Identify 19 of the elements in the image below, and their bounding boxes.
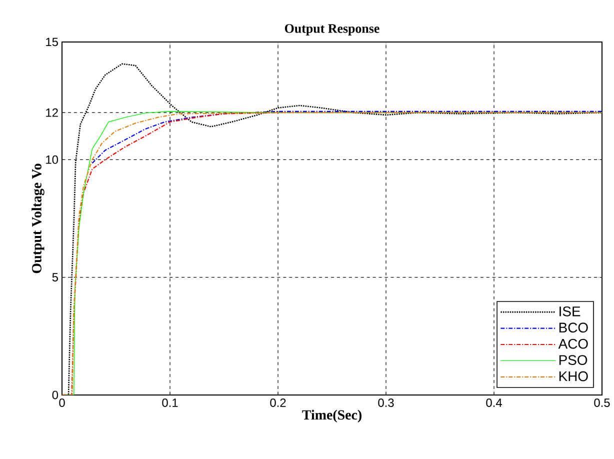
y-axis-title: Output Voltage Vo [32,164,44,274]
legend-label: PSO [559,355,588,365]
x-tick-label: 0 [59,398,65,407]
y-tick-label: 0 [52,390,58,400]
x-tick-label: 0.1 [162,398,178,407]
y-tick-label: 10 [46,155,58,164]
chart-title: Output Response [284,24,380,36]
legend-label: ISE [560,306,580,316]
x-axis-title: Time(Sec) [302,410,362,422]
y-tick-label: 12 [46,108,58,117]
y-tick-label: 5 [52,273,58,282]
x-tick-label: 0.3 [378,398,394,407]
legend-label: KHO [559,371,588,382]
x-tick-label: 0.5 [594,398,610,407]
y-tick-label: 15 [46,38,58,46]
legend-label: ACO [558,338,588,349]
legend-label: BCO [559,322,588,333]
x-tick-label: 0.2 [270,398,286,407]
x-tick-label: 0.4 [486,398,502,407]
